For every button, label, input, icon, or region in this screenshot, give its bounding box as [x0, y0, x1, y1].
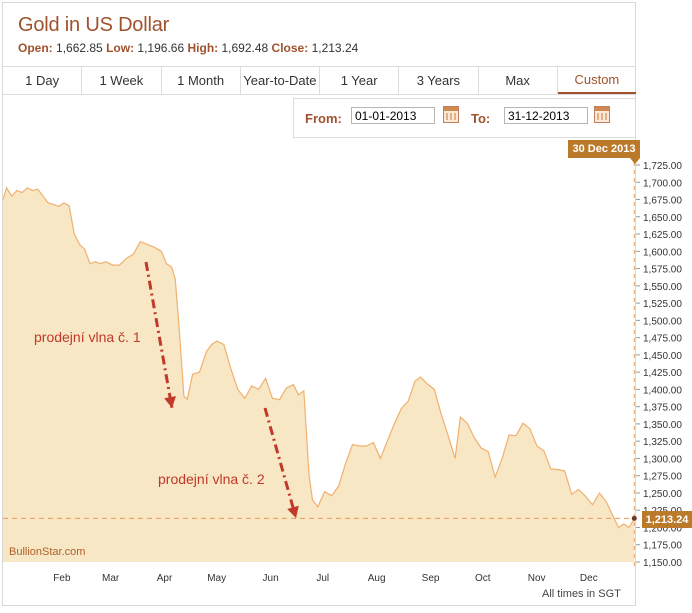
tab-custom[interactable]: Custom — [557, 67, 636, 94]
tab-1-month[interactable]: 1 Month — [162, 67, 241, 94]
y-tick-label: 1,175.00 — [643, 541, 682, 552]
y-tick-label: 1,450.00 — [643, 351, 682, 362]
y-tick-label: 1,650.00 — [643, 213, 682, 224]
x-tick-label: Feb — [53, 573, 71, 584]
y-tick-label: 1,500.00 — [643, 316, 682, 327]
range-tabs: 1 Day 1 Week 1 Month Year-to-Date 1 Year… — [3, 66, 636, 95]
tab-year-to-date[interactable]: Year-to-Date — [241, 67, 320, 94]
close-label: Close: — [271, 41, 309, 55]
y-tick-label: 1,325.00 — [643, 437, 682, 448]
tab-3-years[interactable]: 3 Years — [399, 67, 479, 94]
open-label: Open: — [18, 41, 53, 55]
last-date-badge: 30 Dec 2013 — [568, 140, 640, 164]
tab-max[interactable]: Max — [479, 67, 558, 94]
watermark-text: BullionStar.com — [9, 546, 86, 558]
from-date-input[interactable] — [351, 107, 435, 124]
y-tick-label: 1,525.00 — [643, 299, 682, 310]
low-label: Low: — [106, 41, 135, 55]
x-tick-label: Nov — [528, 573, 546, 584]
x-tick-label: May — [207, 573, 226, 584]
calendar-icon[interactable] — [594, 106, 610, 123]
x-tick-label: Jul — [316, 573, 329, 584]
timezone-note: All times in SGT — [542, 588, 621, 600]
close-value: 1,213.24 — [311, 41, 359, 55]
date-range-box: From: To: — [293, 98, 636, 138]
y-tick-label: 1,375.00 — [643, 403, 682, 414]
x-tick-label: Apr — [157, 573, 173, 584]
x-tick-label: Dec — [580, 573, 598, 584]
wave2-arrow — [263, 407, 298, 519]
y-tick-label: 1,550.00 — [643, 282, 682, 293]
close-price-tag: 1,213.24 — [642, 511, 692, 528]
calendar-icon[interactable] — [443, 106, 459, 123]
to-date-input[interactable] — [504, 107, 588, 124]
x-tick-label: Mar — [102, 573, 120, 584]
y-tick-label: 1,425.00 — [643, 368, 682, 379]
price-line — [2, 186, 635, 529]
close-marker — [631, 515, 637, 521]
y-tick-label: 1,600.00 — [643, 247, 682, 258]
y-tick-label: 1,300.00 — [643, 454, 682, 465]
low-value: 1,196.66 — [137, 41, 185, 55]
wave1-arrow — [144, 261, 174, 409]
x-tick-label: Sep — [422, 573, 440, 584]
x-tick-label: Oct — [475, 573, 491, 584]
wave1-arrow-head — [164, 396, 176, 408]
y-tick-label: 1,275.00 — [643, 472, 682, 483]
y-tick-label: 1,625.00 — [643, 230, 682, 241]
page-title: Gold in US Dollar — [18, 14, 170, 36]
from-label: From: — [305, 111, 342, 126]
y-tick-label: 1,400.00 — [643, 385, 682, 396]
open-value: 1,662.85 — [56, 41, 103, 55]
tab-1-day[interactable]: 1 Day — [3, 67, 83, 94]
ohlc-summary: Open: 1,662.85 Low: 1,196.66 High: 1,692… — [18, 41, 358, 55]
wave2-annotation: prodejní vlna č. 2 — [158, 471, 265, 487]
x-tick-label: Jun — [263, 573, 279, 584]
y-tick-label: 1,675.00 — [643, 196, 682, 207]
y-tick-label: 1,575.00 — [643, 265, 682, 276]
tab-1-year[interactable]: 1 Year — [320, 67, 400, 94]
y-tick-label: 1,350.00 — [643, 420, 682, 431]
high-label: High: — [187, 41, 219, 55]
to-label: To: — [471, 111, 491, 126]
tab-1-week[interactable]: 1 Week — [82, 67, 162, 94]
y-tick-label: 1,200.00 — [643, 523, 682, 534]
wave1-annotation: prodejní vlna č. 1 — [34, 329, 141, 345]
y-tick-label: 1,250.00 — [643, 489, 682, 500]
y-tick-label: 1,700.00 — [643, 178, 682, 189]
y-tick-label: 1,150.00 — [643, 558, 682, 569]
wave2-arrow-head — [287, 505, 299, 518]
y-tick-label: 1,725.00 — [643, 161, 682, 172]
price-area — [3, 187, 635, 563]
x-tick-label: Aug — [368, 573, 386, 584]
y-tick-label: 1,475.00 — [643, 334, 682, 345]
high-value: 1,692.48 — [221, 41, 269, 55]
